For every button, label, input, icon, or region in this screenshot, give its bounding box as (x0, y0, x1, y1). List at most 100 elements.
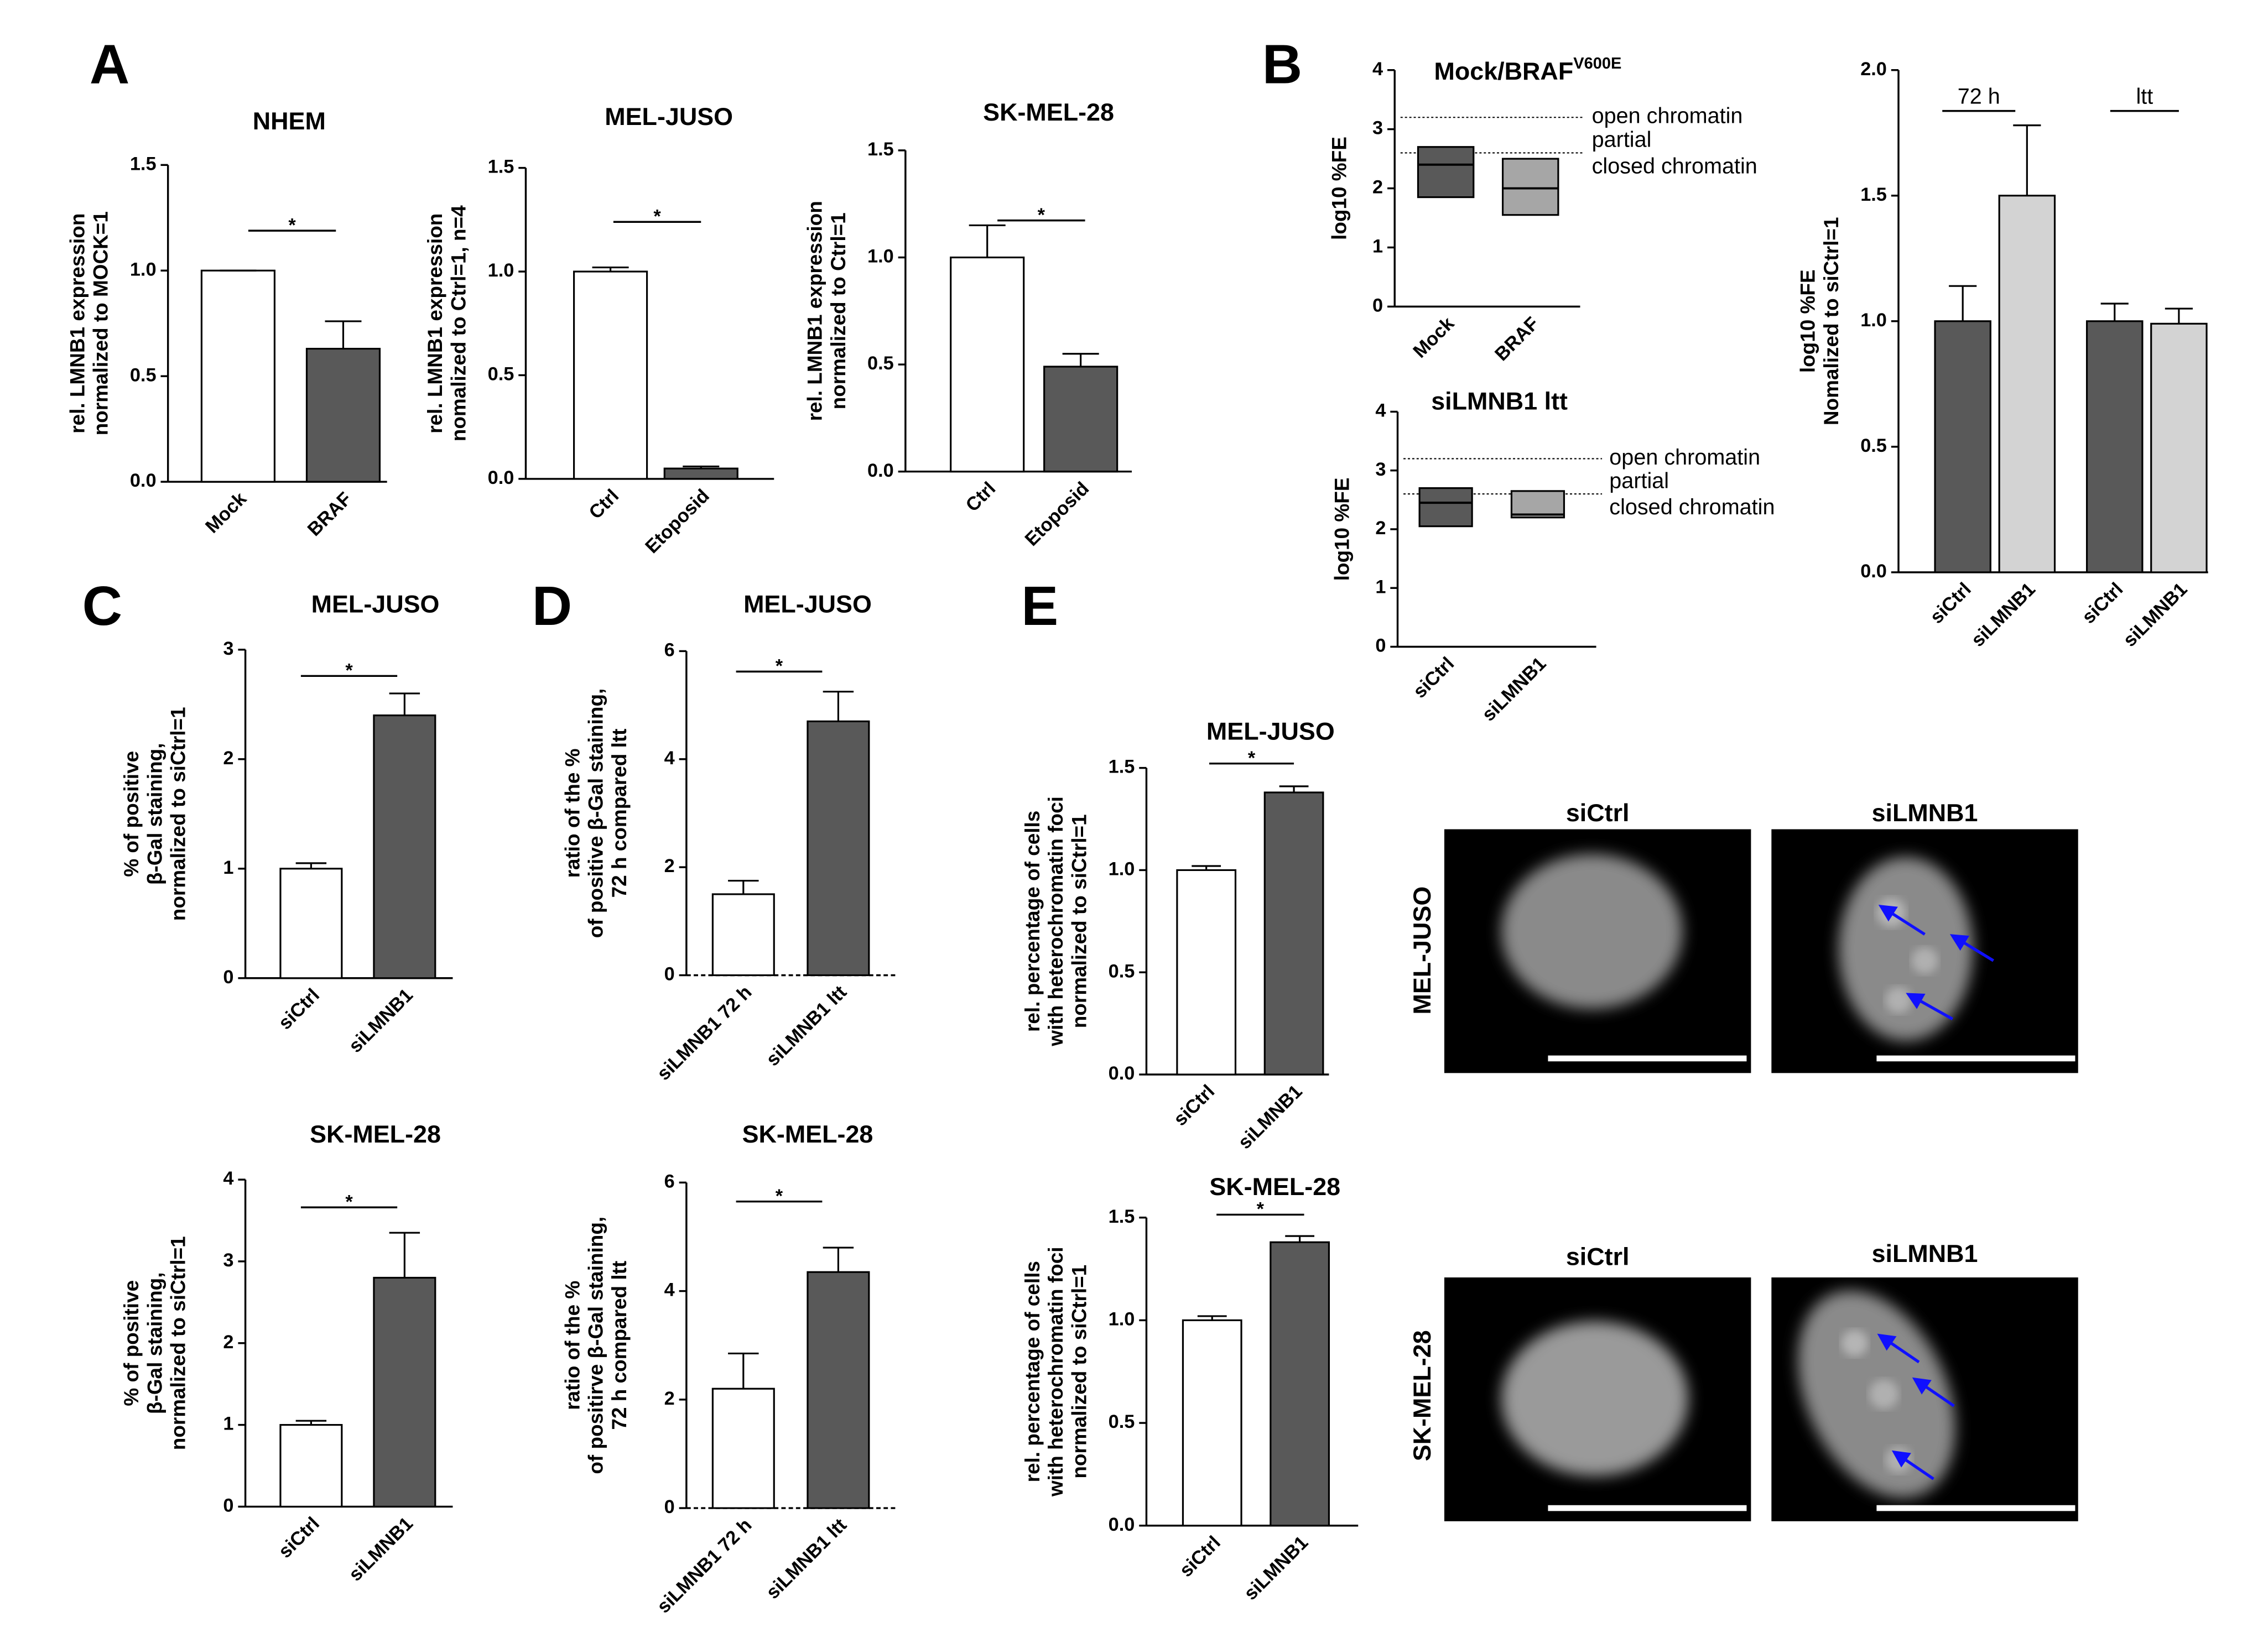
chart: D MEL-JUSO 0 2 4 6 ratio of the % of positive β… (532, 575, 898, 1084)
zone-label: open chromatin (1592, 104, 1743, 128)
bar (279, 1424, 343, 1508)
box (1418, 487, 1473, 528)
y-tick-label: 6 (664, 1171, 675, 1192)
y-axis-label: of positirve β-Gal staining, (585, 1217, 607, 1474)
x-tick-label: siLMNB1 (345, 1513, 417, 1585)
x-tick-label: siLMNB1 (2119, 578, 2192, 651)
title-text: MEL-JUSO (605, 102, 733, 131)
group-label: 72 h (1958, 84, 2000, 108)
panel-label: A (90, 34, 129, 96)
y-tick-label: 0.0 (1109, 1063, 1135, 1084)
panel-label: C (82, 575, 122, 637)
chart: MEL-JUSO 0.0 0.5 1.0 1.5 rel. LMNB1 expressio… (424, 102, 774, 557)
chart: B Mock/BRAFV600E 0 1 2 3 4 log10 %FE Mock BRAF ope… (1262, 34, 1757, 366)
y-axis-label: Nomalized to siCtrl=1 (1820, 217, 1843, 425)
y-axis-label: log10 %FE (1328, 137, 1350, 240)
y-axis-label: normalized to siCtrl=1 (1068, 814, 1090, 1028)
x-tick-label: siCtrl (274, 1513, 324, 1562)
y-tick-label: 4 (664, 748, 675, 769)
box (1510, 490, 1565, 519)
title-text: SK-MEL-28 (742, 1120, 873, 1148)
chart: E MEL-JUSO 0.0 0.5 1.0 1.5 rel. percentage of … (1021, 575, 1335, 1153)
y-tick-label: 1.0 (1860, 310, 1887, 331)
error-bar (969, 224, 1006, 258)
bar (663, 467, 738, 480)
chart-title: SK-MEL-28 (310, 1120, 441, 1148)
bar (1176, 869, 1237, 1076)
bar (305, 347, 381, 483)
y-tick-label: 0.0 (867, 460, 894, 481)
y-axis-label: ratio of the % (561, 1281, 584, 1410)
y-tick-label: 0.5 (1109, 1411, 1135, 1432)
x-tick-label: Mock (201, 488, 251, 538)
title-text: MEL-JUSO (743, 590, 872, 618)
x-tick-label: Etoposid (641, 485, 714, 557)
y-tick-label: 1 (223, 857, 233, 878)
row-label: MEL-JUSO (1408, 886, 1436, 1015)
y-tick-label: 4 (664, 1280, 675, 1301)
bar (1998, 195, 2056, 573)
y-tick-label: 0 (223, 967, 233, 988)
bar (1043, 366, 1119, 473)
chart-title: MEL-JUSO (743, 590, 872, 618)
y-tick-label: 1.5 (130, 153, 157, 174)
chart-title: SK-MEL-28 (742, 1120, 873, 1148)
x-tick-label: siCtrl (1926, 578, 1975, 628)
y-axis-label: with heterochromatin foci (1044, 796, 1067, 1046)
y-tick-label: 0.5 (488, 364, 514, 385)
x-tick-label: siCtrl (1175, 1532, 1225, 1581)
y-axis-label: normalized to siCtrl=1 (167, 707, 190, 921)
chart: 0.0 0.5 1.0 1.5 2.0 log10 %FE Nomalized to siC… (1797, 59, 2208, 651)
error-bar (1062, 353, 1099, 367)
bar (373, 714, 436, 979)
x-tick-label: siLMNB1 (1240, 1532, 1313, 1604)
y-tick-label: 0 (664, 1496, 675, 1517)
error-bar (389, 692, 420, 716)
y-axis-label: rel. LMNB1 expression (804, 201, 826, 421)
error-bar (1192, 865, 1221, 870)
error-bar (683, 465, 720, 469)
error-bar (728, 1352, 759, 1389)
bar (1182, 1319, 1242, 1527)
y-axis-label: ratio of the % (561, 748, 584, 878)
x-tick-label: siCtrl (274, 984, 324, 1034)
y-axis-label: β-Gal staining, (143, 1272, 166, 1414)
y-tick-label: 1 (223, 1413, 233, 1435)
zone-label: closed chromatin (1609, 495, 1775, 519)
y-tick-label: 1.0 (488, 260, 514, 281)
y-axis-label: normalized to siCtrl=1 (167, 1236, 190, 1450)
y-tick-label: 1.5 (1109, 757, 1135, 778)
error-bar (389, 1232, 420, 1278)
title-text: MEL-JUSO (311, 590, 440, 618)
bar (2085, 320, 2144, 573)
y-tick-label: 0 (223, 1495, 233, 1516)
bar (200, 269, 275, 483)
bar (711, 1388, 775, 1509)
y-tick-label: 0.0 (1860, 561, 1887, 582)
y-tick-label: 1 (1375, 576, 1386, 597)
x-tick-label: BRAF (1491, 313, 1543, 365)
bar (807, 1271, 870, 1509)
title-text: NHEM (253, 107, 326, 135)
zone-label: partial (1609, 469, 1669, 493)
x-tick-label: Etoposid (1021, 478, 1094, 550)
bar (807, 720, 870, 977)
chart: SK-MEL-28 0.0 0.5 1.0 1.5 rel. percentage of … (1021, 1172, 1359, 1604)
significance-label: * (345, 660, 353, 681)
y-axis-label: rel. LMNB1 expression (66, 213, 89, 434)
significance-label: * (653, 206, 661, 227)
y-tick-label: 3 (1375, 459, 1386, 480)
y-tick-label: 1 (1372, 236, 1383, 257)
column-label: siLMNB1 (1872, 799, 1978, 827)
x-tick-label: siLMNB1 ltt (762, 982, 851, 1070)
y-tick-label: 1.0 (130, 259, 157, 280)
y-axis-label: rel. LMNB1 expression (424, 213, 446, 434)
y-axis-label: log10 %FE (1797, 269, 1819, 373)
y-tick-label: 2 (664, 856, 675, 877)
chart-title: MEL-JUSO (605, 102, 733, 131)
column-label: siLMNB1 (1872, 1239, 1978, 1268)
micrographs: siCtrl siLMNB1 MEL-JUSO siCtrl siLMNB1 S… (1408, 799, 2078, 1521)
x-tick-label: Ctrl (962, 478, 1000, 516)
error-bar (1197, 1315, 1227, 1321)
